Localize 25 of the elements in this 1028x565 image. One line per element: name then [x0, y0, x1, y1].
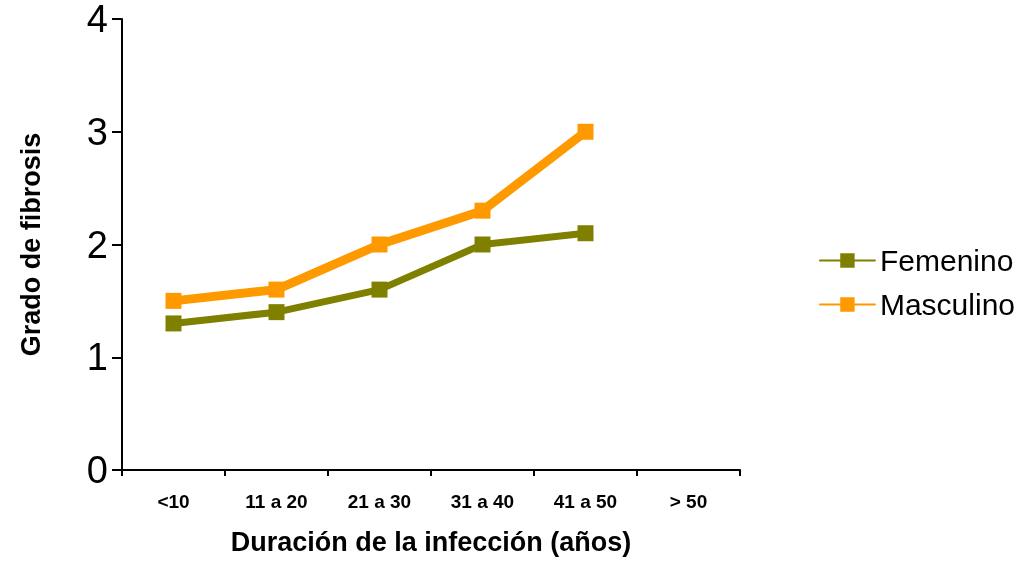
point — [268, 281, 285, 298]
y-tick-label: 0 — [86, 449, 108, 491]
legend-label: Femenino — [879, 244, 1014, 277]
y-tick-label: 1 — [86, 336, 108, 379]
point — [165, 315, 182, 332]
y-tick-label: 2 — [86, 223, 108, 266]
point — [371, 281, 388, 298]
x-tick-label: 21 a 30 — [347, 491, 412, 512]
point — [165, 292, 182, 309]
x-tick-label: <10 — [157, 491, 190, 512]
x-tick-label: 11 a 20 — [245, 491, 308, 512]
point — [474, 202, 491, 219]
point — [577, 123, 594, 140]
point — [474, 236, 491, 253]
y-tick-label: 3 — [86, 110, 108, 153]
point — [577, 225, 594, 242]
legend-label: Masculino — [879, 288, 1015, 321]
point — [268, 304, 285, 321]
point — [371, 236, 388, 253]
x-tick-label: > 50 — [669, 491, 708, 512]
x-axis-title: Duración de la infección (años) — [230, 526, 632, 557]
x-tick-label: 31 a 40 — [450, 491, 515, 512]
y-axis-title: Grado de fibrosis — [15, 132, 46, 357]
y-tick-label: 4 — [86, 0, 108, 40]
x-tick-label: 41 a 50 — [553, 491, 618, 512]
